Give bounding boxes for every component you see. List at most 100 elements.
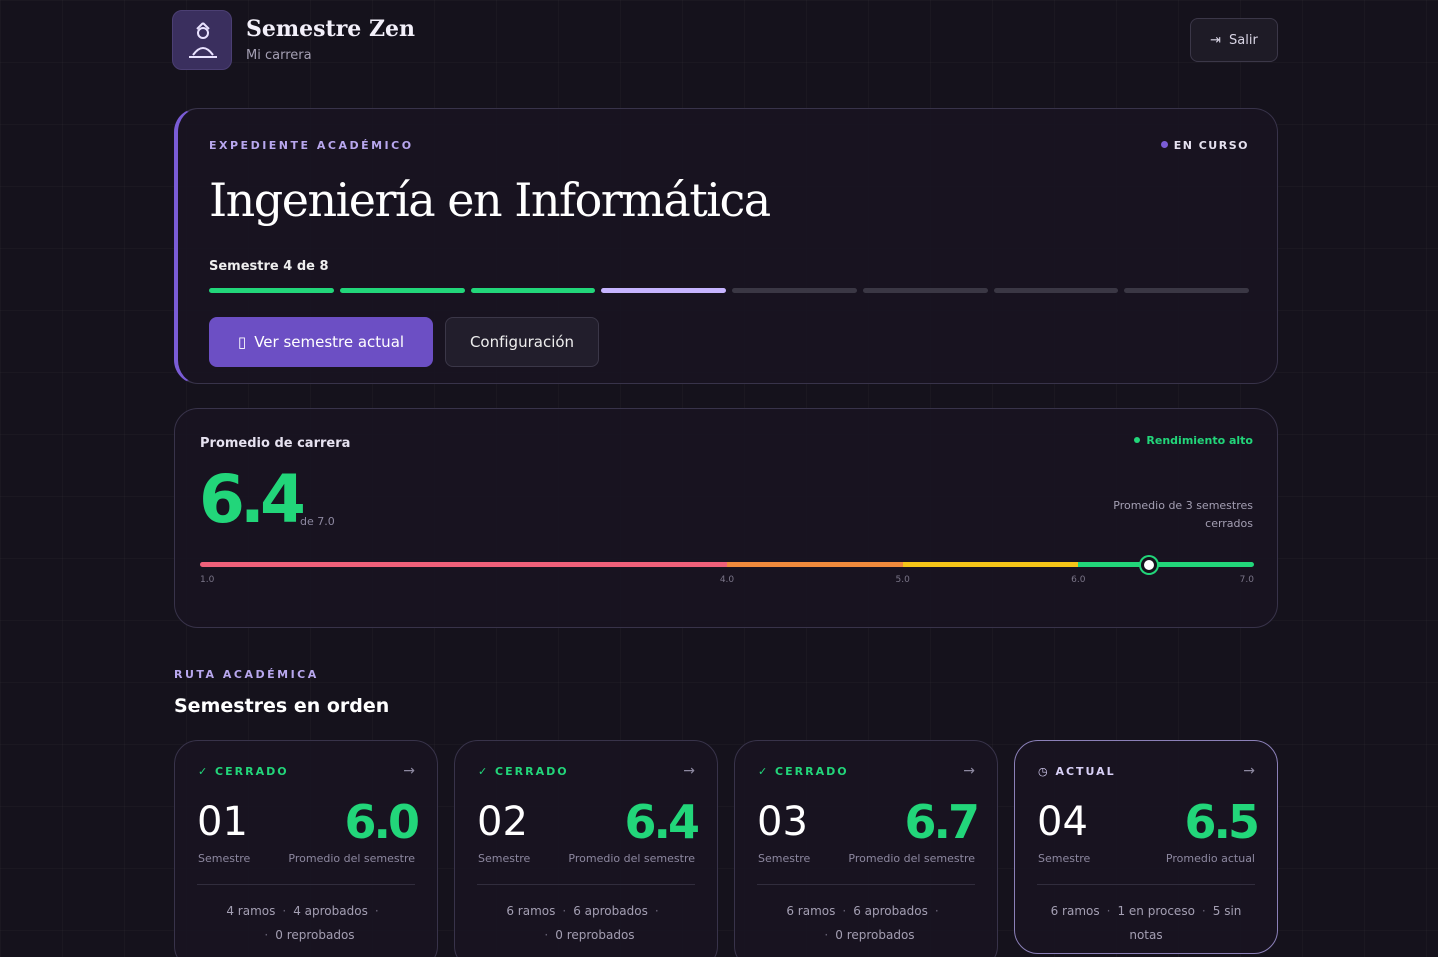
progress-segment [1124, 288, 1249, 293]
status-text: CERRADO [495, 765, 569, 778]
gauge-tick-label: 7.0 [1239, 575, 1254, 585]
logout-button[interactable]: ⇥ Salir [1190, 18, 1278, 62]
semester-number-label: Semestre [758, 852, 811, 865]
semester-status: ◷ ACTUAL [1038, 765, 1116, 778]
divider [197, 884, 415, 885]
separator: · [1201, 904, 1206, 918]
gauge-tick-label: 5.0 [895, 575, 910, 585]
semester-card[interactable]: ✓ CERRADO → 02 6.4 Semestre Promedio del seme… [454, 740, 718, 957]
logo-icon [189, 22, 217, 58]
divider [757, 884, 975, 885]
semester-stats: 6 ramos · 6 aprobados · · 0 reprobados [757, 899, 975, 947]
semester-stats: 6 ramos · 1 en proceso · 5 sin notas [1037, 899, 1255, 947]
status-icon: ◷ [1038, 765, 1056, 778]
logout-icon: ⇥ [1210, 32, 1222, 48]
semester-average-label: Promedio del semestre [568, 852, 695, 865]
semester-average-label: Promedio actual [1165, 852, 1255, 865]
separator: · [544, 928, 549, 942]
separator: · [842, 904, 847, 918]
semester-number: 04 [1037, 799, 1088, 845]
app-title: Semestre Zen [246, 16, 416, 42]
semester-average: 6.5 [1184, 795, 1260, 849]
semester-status: ✓ CERRADO [198, 765, 289, 778]
divider [1037, 884, 1255, 885]
separator: · [374, 904, 379, 918]
career-title: Ingeniería en Informática [209, 173, 771, 227]
open-arrow: → [683, 763, 695, 779]
average-scale-note: de 7.0 [300, 515, 335, 528]
separator: · [1106, 904, 1111, 918]
stat: 6 ramos [786, 904, 836, 918]
record-status: EN CURSO [1160, 139, 1249, 152]
app-subtitle: Mi carrera [246, 48, 312, 63]
semester-number: 03 [757, 799, 808, 845]
average-note: Promedio de 3 semestres cerrados [1113, 499, 1253, 530]
gauge-tick-label: 6.0 [1071, 575, 1086, 585]
semester-status: ✓ CERRADO [478, 765, 569, 778]
semester-number: 02 [477, 799, 528, 845]
settings-button[interactable]: Configuración [445, 317, 599, 367]
average-card: Promedio de carrera 6.4 de 7.0 Rendimien… [174, 408, 1278, 628]
stat: 0 reprobados [835, 928, 915, 942]
stat: 0 reprobados [555, 928, 635, 942]
average-label: Promedio de carrera [200, 436, 351, 451]
open-arrow: → [963, 763, 975, 779]
record-card: EXPEDIENTE ACADÉMICO EN CURSO Ingeniería… [174, 108, 1278, 384]
progress-bar [209, 288, 1249, 293]
badge-dot [1134, 437, 1141, 443]
semester-number-label: Semestre [478, 852, 531, 865]
gauge-segment [727, 562, 903, 567]
separator: · [934, 904, 939, 918]
status-text: CERRADO [215, 765, 289, 778]
stat: 6 ramos [506, 904, 556, 918]
progress-segment [862, 288, 988, 293]
stat: 0 reprobados [275, 928, 355, 942]
stat: 6 ramos [1050, 904, 1100, 918]
separator: · [264, 928, 269, 942]
separator: · [824, 928, 829, 942]
stat: 4 ramos [226, 904, 276, 918]
status-text: CERRADO [775, 765, 849, 778]
book-icon: ▯ [237, 333, 247, 351]
current-semester-button[interactable]: ▯ Ver semestre actual [209, 317, 433, 367]
semester-status: ✓ CERRADO [758, 765, 849, 778]
gauge-segment [902, 562, 1079, 567]
progress-segment [339, 288, 465, 293]
button-label: Configuración [469, 333, 575, 351]
open-arrow: → [1243, 763, 1255, 779]
record-eyebrow: EXPEDIENTE ACADÉMICO [209, 139, 414, 152]
semester-number-label: Semestre [198, 852, 251, 865]
stat: 6 aprobados [853, 904, 928, 918]
gauge-tick-label: 4.0 [719, 575, 735, 585]
progress-segment [601, 288, 726, 293]
button-label: Ver semestre actual [254, 333, 405, 351]
semester-stats: 6 ramos · 6 aprobados · · 0 reprobados [477, 899, 695, 947]
semester-card[interactable]: ✓ CERRADO → 01 6.0 Semestre Promedio del seme… [174, 740, 438, 957]
gauge-segment [200, 562, 727, 567]
open-arrow: → [403, 763, 415, 779]
status-dot [1160, 141, 1168, 148]
performance-badge: Rendimiento alto [1134, 434, 1253, 447]
progress-label: Semestre 4 de 8 [209, 259, 329, 274]
badge-text: Rendimiento alto [1146, 434, 1253, 447]
average-gauge: 1.0 4.0 5.0 6.0 7.0 [200, 557, 1254, 592]
semester-number-label: Semestre [1038, 852, 1091, 865]
status-icon: ✓ [478, 765, 496, 778]
divider [477, 884, 695, 885]
progress-segment [209, 288, 334, 293]
app-logo [172, 10, 232, 70]
separator: · [282, 904, 287, 918]
status-icon: ✓ [198, 765, 216, 778]
average-value: 6.4 [199, 461, 306, 538]
semester-stats: 4 ramos · 4 aprobados · · 0 reprobados [197, 899, 415, 947]
semester-card[interactable]: ✓ CERRADO → 03 6.7 Semestre Promedio del seme… [734, 740, 998, 957]
semester-average-label: Promedio del semestre [288, 852, 415, 865]
semester-average: 6.7 [904, 795, 980, 849]
progress-segment [732, 288, 857, 293]
semester-card[interactable]: ◷ ACTUAL → 04 6.5 Semestre Promedio actual 6 r… [1014, 740, 1278, 954]
gauge-marker [1140, 557, 1157, 573]
semester-number: 01 [197, 799, 248, 845]
semester-average: 6.0 [344, 795, 420, 849]
route-title: Semestres en orden [174, 695, 390, 717]
